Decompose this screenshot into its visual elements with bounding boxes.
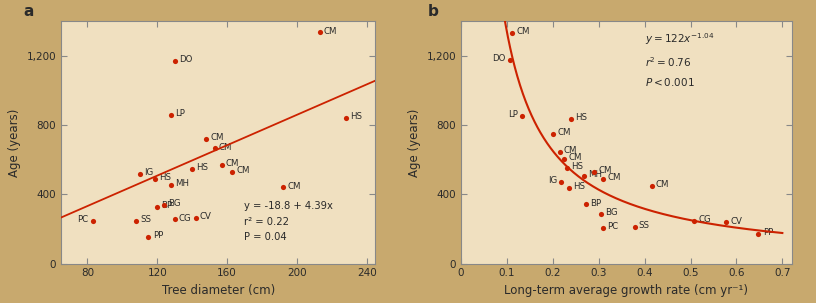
- Point: [339, 116, 353, 121]
- Text: CM: CM: [598, 166, 612, 175]
- Text: MH: MH: [175, 179, 189, 188]
- Point: [189, 215, 202, 220]
- Point: [149, 176, 162, 181]
- Text: CM: CM: [237, 166, 250, 175]
- Point: [208, 146, 221, 151]
- Text: PP: PP: [763, 228, 773, 237]
- Point: [215, 163, 228, 168]
- Point: [157, 203, 171, 208]
- Text: PC: PC: [78, 215, 88, 224]
- Point: [86, 219, 100, 224]
- Text: HS: HS: [350, 112, 361, 121]
- Text: LP: LP: [508, 110, 518, 119]
- Point: [506, 31, 519, 36]
- Point: [555, 179, 568, 184]
- Text: CM: CM: [324, 27, 337, 35]
- Text: y = -18.8 + 4.39x
r² = 0.22
P = 0.04: y = -18.8 + 4.39x r² = 0.22 P = 0.04: [245, 201, 333, 242]
- Point: [277, 185, 290, 190]
- Point: [516, 113, 529, 118]
- Text: CM: CM: [607, 173, 621, 182]
- Text: BP: BP: [590, 198, 601, 208]
- Point: [313, 30, 326, 35]
- Text: CM: CM: [211, 133, 224, 142]
- Point: [579, 202, 592, 207]
- Point: [151, 205, 164, 209]
- Point: [720, 220, 733, 225]
- Point: [645, 184, 658, 188]
- Text: SS: SS: [639, 221, 650, 230]
- Text: IG: IG: [144, 168, 153, 177]
- Text: CM: CM: [287, 181, 300, 191]
- Point: [168, 217, 181, 222]
- Text: PC: PC: [607, 222, 619, 231]
- Point: [185, 166, 198, 171]
- X-axis label: Tree diameter (cm): Tree diameter (cm): [162, 284, 275, 297]
- Text: CM: CM: [219, 143, 233, 152]
- Text: DO: DO: [179, 55, 193, 65]
- Text: HS: HS: [160, 173, 171, 182]
- Text: CM: CM: [557, 128, 570, 137]
- Text: b: b: [428, 4, 439, 19]
- Point: [226, 169, 239, 174]
- Text: CM: CM: [569, 153, 582, 162]
- Point: [752, 231, 765, 236]
- Point: [588, 170, 601, 175]
- Text: $y = 122x^{-1.04}$
$r^{2} = 0.76$
$P < 0.001$: $y = 122x^{-1.04}$ $r^{2} = 0.76$ $P < 0…: [645, 32, 714, 88]
- Text: CG: CG: [698, 215, 711, 224]
- Text: LP: LP: [175, 109, 185, 118]
- Text: CG: CG: [179, 214, 192, 223]
- Point: [688, 218, 701, 223]
- Text: BP: BP: [162, 201, 172, 210]
- Point: [200, 137, 213, 142]
- Text: CM: CM: [226, 159, 239, 168]
- Point: [503, 58, 517, 63]
- Point: [133, 171, 146, 176]
- Point: [130, 218, 143, 223]
- X-axis label: Long-term average growth rate (cm yr⁻¹): Long-term average growth rate (cm yr⁻¹): [504, 284, 748, 297]
- Point: [142, 234, 155, 239]
- Point: [565, 116, 578, 121]
- Point: [168, 59, 181, 64]
- Text: MH: MH: [588, 170, 602, 179]
- Point: [560, 165, 573, 170]
- Text: a: a: [24, 4, 34, 19]
- Text: HS: HS: [570, 161, 583, 171]
- Point: [546, 132, 559, 137]
- Text: IG: IG: [548, 176, 557, 185]
- Text: HS: HS: [197, 163, 208, 172]
- Text: CM: CM: [656, 180, 669, 189]
- Text: CV: CV: [730, 217, 743, 225]
- Text: PP: PP: [153, 231, 163, 240]
- Point: [578, 174, 591, 178]
- Point: [596, 225, 610, 230]
- Text: HS: HS: [575, 113, 588, 122]
- Point: [562, 185, 575, 190]
- Point: [165, 182, 178, 187]
- Point: [596, 177, 610, 181]
- Point: [558, 156, 571, 161]
- Point: [628, 225, 641, 229]
- Y-axis label: Age (years): Age (years): [408, 108, 421, 177]
- Point: [553, 149, 566, 154]
- Text: CM: CM: [564, 146, 578, 155]
- Point: [165, 113, 178, 118]
- Text: BG: BG: [605, 208, 618, 217]
- Point: [595, 211, 608, 216]
- Text: HS: HS: [573, 182, 585, 191]
- Text: BG: BG: [168, 199, 181, 208]
- Text: CV: CV: [200, 212, 211, 221]
- Y-axis label: Age (years): Age (years): [8, 108, 21, 177]
- Text: DO: DO: [493, 54, 506, 63]
- Text: SS: SS: [140, 215, 152, 224]
- Text: CM: CM: [517, 28, 530, 36]
